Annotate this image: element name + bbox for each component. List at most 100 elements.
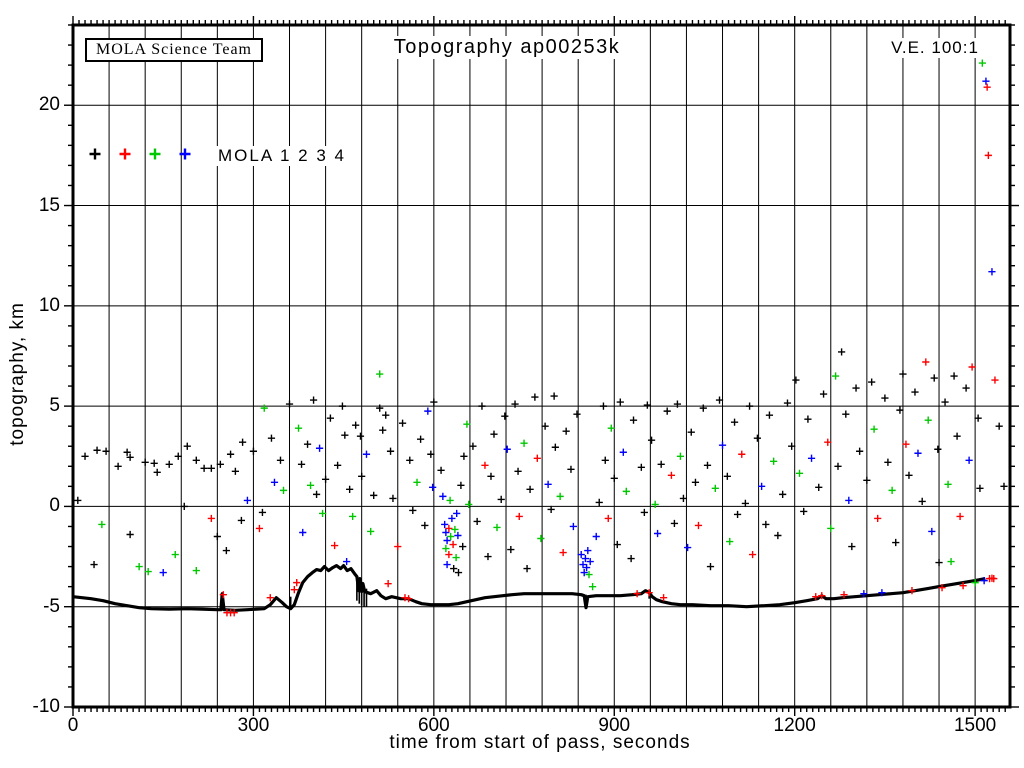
scatter-point: [991, 376, 999, 384]
scatter-point: [213, 532, 221, 541]
scatter-point: [878, 589, 886, 597]
scatter-point: [349, 512, 357, 521]
scatter-point: [619, 448, 627, 456]
scatter-point: [881, 394, 889, 402]
scatter-point: [982, 77, 990, 85]
scatter-point: [511, 400, 519, 408]
scatter-point: [481, 461, 489, 469]
scatter-point: [200, 464, 208, 472]
scatter-point: [974, 414, 982, 422]
scatter-point: [238, 438, 247, 446]
scatter-point: [968, 363, 976, 371]
legend: MOLA 1 2 3 4: [88, 146, 350, 166]
scatter-point: [774, 531, 782, 540]
scatter-point: [604, 514, 612, 523]
scatter-point: [267, 434, 276, 442]
scatter-point: [114, 462, 122, 470]
scatter-point: [421, 521, 429, 530]
scatter-point: [629, 416, 638, 424]
y-tick-label: 0: [49, 495, 60, 517]
scatter-point: [950, 372, 958, 380]
scatter-point: [1000, 482, 1008, 490]
scatter-point: [356, 432, 365, 440]
scatter-point: [341, 431, 349, 439]
x-axis-title: time from start of pass, seconds: [389, 732, 691, 753]
scatter-point: [447, 532, 455, 541]
scatter-point: [417, 435, 425, 443]
scatter-point: [478, 402, 486, 410]
scatter-point: [562, 427, 570, 435]
scatter-point: [687, 428, 695, 436]
scatter-point: [863, 476, 871, 484]
scatter-point: [497, 495, 505, 503]
scatter-point: [718, 441, 727, 449]
scatter-point: [653, 529, 662, 538]
scatter-point: [266, 594, 274, 602]
scatter-point: [788, 442, 796, 450]
scatter-point: [352, 421, 360, 429]
scatter-point: [627, 554, 635, 563]
scatter-point: [892, 538, 900, 547]
scatter-point: [451, 525, 459, 534]
scatter-point: [616, 398, 624, 406]
scatter-point: [944, 480, 952, 488]
scatter-point: [343, 557, 351, 566]
scatter-point: [779, 490, 787, 498]
scatter-point: [980, 577, 988, 585]
scatter-point: [852, 384, 860, 392]
scatter-point: [541, 422, 549, 430]
scatter-point: [487, 472, 495, 480]
y-tick-label: 15: [38, 194, 60, 216]
scatter-point: [183, 442, 191, 450]
scatter-point: [633, 590, 641, 598]
scatter-point: [526, 485, 534, 493]
legend-markers: [88, 147, 208, 166]
scatter-point: [874, 514, 882, 523]
scatter-point: [362, 450, 371, 458]
chart-title: Topography ap00253k: [383, 36, 631, 59]
scatter-point: [607, 424, 615, 432]
scatter-point: [601, 456, 609, 464]
scatter-point: [165, 460, 173, 468]
scatter-point: [845, 496, 853, 504]
scatter-point: [126, 453, 134, 461]
scatter-point: [401, 594, 409, 602]
scatter-point: [216, 460, 224, 468]
scatter-point: [888, 486, 896, 494]
scatter-point: [159, 569, 167, 577]
scatter-point: [331, 541, 339, 550]
scatter-point: [971, 579, 979, 587]
scatter-point: [243, 496, 252, 504]
y-tick-label: -5: [43, 595, 60, 617]
scatter-point: [842, 410, 850, 418]
scatter-point: [924, 416, 932, 424]
scatter-point: [270, 478, 279, 486]
scatter-point: [279, 486, 288, 494]
scatter-point: [657, 460, 665, 468]
x-tick-label: 900: [598, 715, 631, 736]
scatter-point: [573, 410, 581, 418]
scatter-point: [429, 483, 437, 491]
scatter-point: [643, 401, 651, 409]
scatter-point: [556, 492, 564, 500]
y-tick-label: 10: [38, 294, 60, 316]
scatter-point: [382, 411, 390, 419]
scatter-point: [990, 575, 998, 583]
scatter-point: [141, 458, 149, 466]
scatter-point: [834, 462, 842, 470]
y-tick-label: 5: [49, 395, 60, 417]
scatter-point: [599, 402, 608, 410]
scatter-point: [74, 496, 82, 504]
vertical-exaggeration-label: V.E. 100:1: [885, 38, 985, 58]
scatter-point: [730, 418, 739, 426]
scatter-point: [207, 464, 215, 472]
scatter-point: [592, 532, 600, 541]
scatter-point: [577, 550, 585, 559]
scatter-point: [824, 438, 832, 446]
scatter-point: [667, 471, 676, 479]
scatter-point: [637, 463, 645, 471]
scatter-point: [584, 546, 592, 555]
scatter-point: [135, 562, 143, 571]
scatter-point: [741, 499, 749, 508]
